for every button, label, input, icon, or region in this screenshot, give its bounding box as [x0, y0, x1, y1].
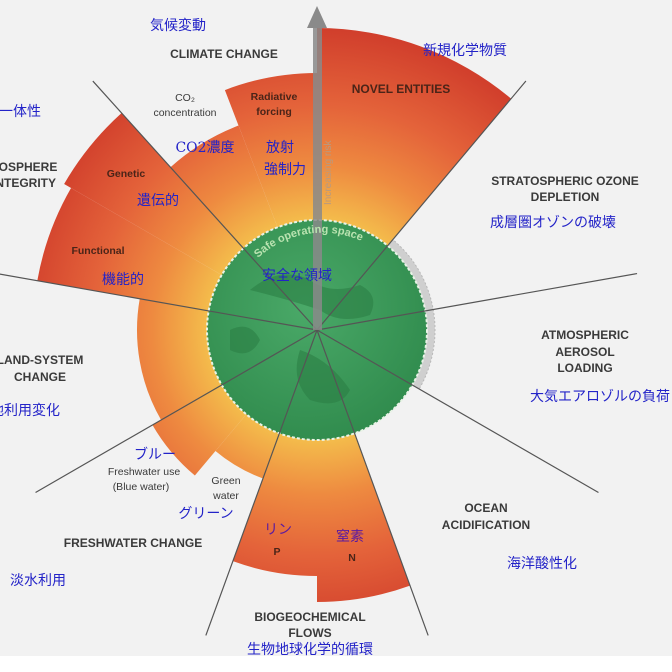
sector-divider-line — [316, 329, 599, 494]
co2-jp: CO2濃度 — [175, 140, 234, 156]
ocean-label-2: ACIDIFICATION — [442, 518, 530, 532]
ocean-jp: 海洋酸性化 — [507, 556, 577, 572]
nitrogen-label: N — [348, 552, 356, 564]
increasing-risk-label: Increasing risk — [323, 140, 334, 205]
phosphorus-wedge — [232, 423, 317, 576]
biosphere-label-1: BIOSPHERE — [0, 160, 57, 174]
land-label-2: CHANGE — [14, 370, 66, 384]
sector-divider-line — [0, 273, 318, 331]
genetic-jp: 遺伝的 — [137, 193, 179, 209]
radiative-forcing-jp-2: 強制力 — [264, 162, 306, 178]
nitrogen-jp: 窒素 — [336, 528, 364, 545]
climate-jp: 気候変動 — [150, 17, 206, 34]
ozone-label-1: STRATOSPHERIC OZONE — [491, 174, 639, 188]
climate-change-label: CLIMATE CHANGE — [170, 47, 278, 61]
risk-arrow-head-icon — [307, 6, 327, 28]
sector-divider-line — [316, 80, 527, 331]
biosphere-functional-wedge — [37, 188, 231, 313]
biogeochemical-jp: 生物地球化学的循環 — [247, 642, 373, 658]
freshwater-label: FRESHWATER CHANGE — [64, 536, 202, 550]
sector-divider-line — [92, 80, 318, 331]
ozone-jp: 成層圏オゾンの破壊 — [490, 215, 616, 231]
biosphere-genetic-wedge — [64, 113, 251, 280]
blue-water-jp: ブルー — [134, 446, 176, 463]
sector-divider-line — [316, 329, 429, 636]
nitrogen-wedge — [317, 423, 411, 602]
genetic-label: Genetic — [107, 168, 146, 180]
radiative-forcing-wedge — [224, 73, 317, 237]
novel-entities-label: NOVEL ENTITIES — [352, 82, 450, 96]
functional-jp: 機能的 — [102, 272, 144, 288]
sector-divider-line — [316, 272, 638, 331]
phosphorus-label: P — [273, 546, 280, 558]
radiative-forcing-jp-1: 放射 — [266, 140, 294, 156]
functional-label: Functional — [71, 245, 124, 257]
radiative-forcing-label: Radiative — [251, 91, 298, 103]
blue-water-wedge — [152, 380, 253, 476]
ozone-label-2: DEPLETION — [531, 190, 600, 204]
biosphere-label-2: INTEGRITY — [0, 176, 56, 190]
co2-wedge — [170, 125, 282, 256]
biogeochemical-label-1: BIOGEOCHEMICAL — [254, 610, 365, 624]
green-water-jp: グリーン — [178, 506, 233, 522]
aerosol-jp: 大気エアロゾルの負荷 — [530, 389, 670, 405]
risk-arrow-shaft — [313, 24, 322, 330]
radiative-forcing-label-2: forcing — [256, 106, 292, 118]
sector-divider-line — [35, 329, 318, 494]
blue-water-label-1: Freshwater use — [108, 466, 181, 478]
co2-label: CO₂ — [175, 92, 195, 104]
blue-water-label-2: (Blue water) — [113, 481, 170, 493]
land-jp: 土地利用変化 — [0, 402, 60, 419]
bottom-strip — [0, 656, 672, 672]
green-water-label-1: Green — [211, 475, 240, 487]
globe-continents — [230, 274, 374, 404]
green-water-label-2: water — [212, 490, 239, 502]
novel-entities-jp: 新規化学物質 — [423, 43, 507, 59]
ocean-label-1: OCEAN — [464, 501, 507, 515]
aerosol-label-3: LOADING — [557, 361, 612, 375]
biosphere-jp: 生物圏の一体性 — [0, 104, 41, 120]
safe-operating-space-jp: 安全な領域 — [262, 267, 332, 284]
phosphorus-jp: リン — [264, 522, 292, 538]
land-label-1: LAND-SYSTEM — [0, 353, 83, 367]
freshwater-jp: 淡水利用 — [10, 573, 66, 589]
novel-entities-wedge — [317, 28, 512, 254]
sector-divider-line — [205, 329, 318, 636]
co2-label-2: concentration — [153, 107, 216, 119]
aerosol-label-2: AEROSOL — [555, 345, 614, 359]
biogeochemical-label-2: FLOWS — [288, 626, 331, 640]
aerosol-label-1: ATMOSPHERIC — [541, 328, 629, 342]
